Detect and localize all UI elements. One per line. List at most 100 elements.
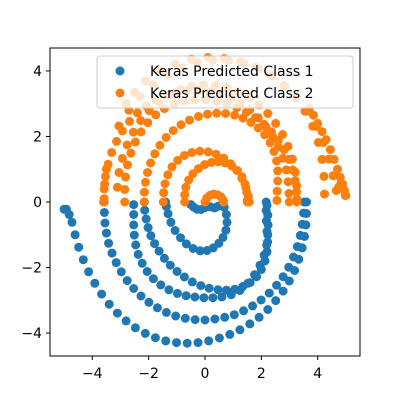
series-1-point: [144, 297, 154, 307]
series-2-point: [283, 141, 293, 151]
series-1-point: [140, 328, 150, 338]
series-2-point: [292, 187, 302, 197]
series-2-point: [180, 197, 190, 207]
series-1-point: [263, 305, 273, 314]
series-1-point: [245, 319, 255, 329]
series-1-point: [193, 338, 203, 348]
series-1-point: [248, 301, 258, 311]
series-2-point: [176, 120, 186, 130]
series-1-point: [100, 218, 110, 228]
series-2-point: [237, 173, 247, 183]
series-2-point: [163, 170, 173, 180]
series-2-point: [100, 179, 110, 189]
series-2-point: [114, 168, 124, 177]
series-1-point: [301, 220, 311, 230]
series-2-point: [180, 190, 190, 200]
series-2-point: [112, 182, 122, 192]
series-1-point: [190, 292, 200, 302]
series-2-point: [219, 197, 229, 207]
series-1-point: [172, 288, 182, 298]
series-1-point: [116, 267, 126, 277]
x-tick-label: 2: [257, 366, 266, 382]
series-1-point: [254, 312, 264, 322]
series-2-point: [263, 109, 273, 118]
series-2-point: [273, 176, 283, 186]
series-1-point: [129, 284, 139, 293]
series-2-point: [139, 197, 149, 207]
series-2-point: [167, 162, 177, 172]
legend-box: [96, 55, 354, 109]
series-2-point: [151, 110, 161, 120]
series-1-point: [239, 306, 249, 316]
series-1-point: [297, 243, 307, 253]
series-1-point: [278, 286, 288, 296]
series-1-point: [171, 311, 181, 321]
series-1-point: [104, 238, 114, 248]
series-2-point: [271, 118, 281, 128]
series-1-point: [302, 197, 311, 207]
series-2-point: [320, 189, 329, 199]
series-1-point: [172, 267, 182, 276]
series-2-point: [260, 130, 270, 140]
series-1-point: [263, 210, 273, 220]
series-2-point: [181, 182, 191, 192]
series-1-point: [159, 253, 169, 263]
series-1-point: [262, 200, 272, 210]
series-1-point: [204, 283, 214, 293]
series-1-point: [136, 291, 146, 301]
y-tick-label: −4: [21, 326, 42, 342]
series-1-point: [107, 248, 117, 258]
series-1-point: [302, 209, 311, 218]
series-1-point: [243, 278, 253, 288]
series-1-point: [99, 208, 109, 217]
series-2-point: [259, 119, 269, 129]
x-tick-label: 0: [201, 366, 210, 382]
series-2-point: [284, 197, 294, 207]
series-1-point: [284, 276, 294, 286]
series-1-point: [200, 315, 210, 325]
series-2-point: [244, 197, 254, 207]
series-1-point: [226, 290, 236, 300]
legend: Keras Predicted Class 1 Keras Predicted C…: [96, 55, 354, 109]
series-2-point: [136, 127, 146, 137]
legend-marker: [115, 66, 125, 76]
series-1-point: [148, 274, 158, 284]
series-2-point: [230, 110, 240, 120]
series-2-point: [101, 164, 111, 174]
x-tick-label: −2: [138, 366, 159, 382]
series-2-point: [121, 172, 130, 182]
series-1-point: [152, 303, 162, 313]
series-2-point: [219, 153, 229, 163]
series-1-point: [121, 316, 131, 326]
series-2-point: [309, 110, 318, 120]
series-1-point: [97, 289, 107, 299]
y-tick-label: −2: [21, 261, 42, 277]
series-2-point: [290, 167, 300, 177]
series-2-point: [128, 127, 138, 137]
series-2-point: [150, 149, 160, 159]
series-1-point: [111, 258, 121, 268]
series-1-point: [235, 286, 245, 295]
series-2-point: [281, 165, 291, 175]
series-1-point: [172, 338, 181, 348]
series-1-point: [187, 277, 197, 287]
series-2-point: [161, 133, 171, 142]
series-1-point: [170, 226, 180, 235]
series-1-point: [129, 230, 139, 240]
series-1-point: [154, 246, 164, 256]
series-1-point: [221, 225, 231, 235]
series-1-point: [196, 281, 206, 291]
series-1-point: [221, 210, 231, 219]
series-1-point: [217, 292, 227, 302]
series-2-point: [107, 148, 117, 157]
series-1-point: [164, 285, 174, 295]
series-1-point: [272, 280, 282, 290]
series-1-point: [140, 205, 150, 215]
series-1-point: [213, 285, 223, 295]
series-1-point: [181, 239, 191, 249]
series-1-point: [182, 338, 192, 348]
series-1-point: [290, 266, 300, 275]
series-1-point: [112, 308, 122, 318]
series-1-point: [210, 314, 220, 324]
series-1-point: [166, 217, 176, 227]
